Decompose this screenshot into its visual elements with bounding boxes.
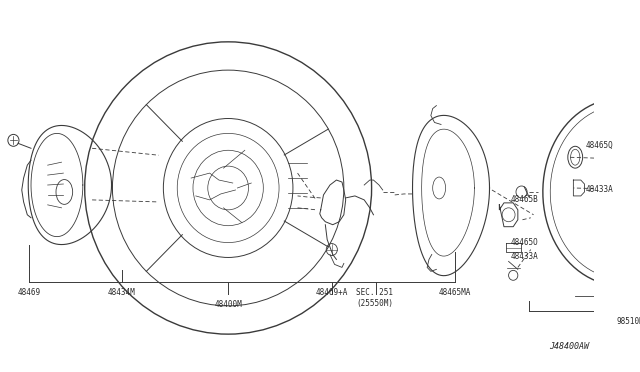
Text: 98510M: 98510M	[617, 317, 640, 326]
Text: 48469: 48469	[17, 288, 41, 297]
Text: 48465B: 48465B	[511, 195, 538, 204]
Text: 48433A: 48433A	[586, 185, 613, 194]
Text: 48434M: 48434M	[108, 288, 136, 297]
Text: 48465Q: 48465Q	[586, 141, 613, 150]
Text: 48433A: 48433A	[511, 253, 538, 262]
Text: SEC. 251: SEC. 251	[356, 288, 393, 297]
Text: J48400AW: J48400AW	[549, 342, 589, 351]
Text: 48465MA: 48465MA	[438, 288, 471, 297]
Text: 48469+A: 48469+A	[316, 288, 348, 297]
Text: 48400M: 48400M	[214, 300, 242, 309]
Text: 48465O: 48465O	[511, 238, 538, 247]
Text: (25550M): (25550M)	[356, 299, 393, 308]
